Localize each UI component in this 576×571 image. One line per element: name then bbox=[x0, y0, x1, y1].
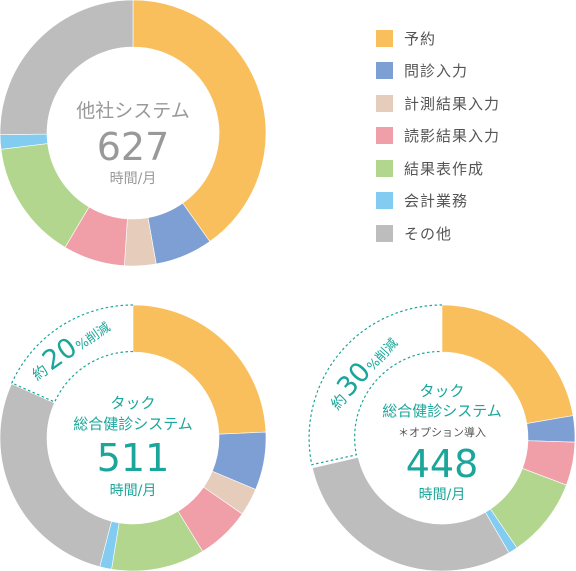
donut-title-line2: 総合健診システム bbox=[382, 402, 502, 420]
legend-label: 計測結果入力 bbox=[404, 94, 501, 113]
donut-title-line1: タック bbox=[419, 382, 464, 400]
donut-title-line2: 総合健診システム bbox=[73, 415, 193, 433]
donut-total: 448 bbox=[406, 442, 479, 486]
legend-item: 読影結果入力 bbox=[376, 126, 500, 146]
legend-label: 結果表作成 bbox=[404, 159, 485, 178]
legend-label: 予約 bbox=[404, 29, 437, 48]
legend-item: 問診入力 bbox=[376, 61, 500, 81]
legend-swatch bbox=[376, 94, 393, 112]
reduction-outline bbox=[11, 304, 134, 403]
legend-swatch bbox=[376, 29, 393, 47]
donut-segment-1 bbox=[132, 304, 267, 435]
legend-swatch bbox=[376, 192, 393, 209]
legend-label: 会計業務 bbox=[404, 192, 469, 210]
donut-segment-1 bbox=[132, 0, 267, 242]
donut-note: ＊オプション導入 bbox=[398, 425, 486, 439]
legend-item: 会計業務 bbox=[376, 191, 500, 211]
donut-segments bbox=[0, 0, 267, 267]
legend-item: 結果表作成 bbox=[376, 158, 500, 178]
donut-title: 他社システム bbox=[76, 100, 189, 122]
legend-label: その他 bbox=[404, 224, 453, 243]
donut-total: 511 bbox=[97, 436, 170, 480]
reduction-outline bbox=[308, 304, 443, 466]
donut-title-line1: タック bbox=[110, 394, 155, 412]
legend-item: その他 bbox=[376, 223, 500, 243]
legend: 予約 問診入力 計測結果入力 読影結果入力 結果表作成 会計業務 その他 bbox=[376, 28, 500, 256]
donut-segment-7 bbox=[0, 383, 112, 568]
legend-item: 計測結果入力 bbox=[376, 93, 500, 113]
legend-swatch bbox=[376, 159, 393, 177]
legend-swatch bbox=[376, 127, 393, 144]
donut-tac-system-option: 約30%削減 タック 総合健診システム ＊オプション導入 448 時間/月 bbox=[308, 304, 576, 571]
legend-item: 予約 bbox=[376, 28, 500, 48]
donut-unit: 時間/月 bbox=[110, 483, 157, 499]
legend-label: 問診入力 bbox=[404, 62, 469, 80]
donut-segments bbox=[312, 304, 576, 571]
donut-unit: 時間/月 bbox=[110, 171, 157, 187]
donut-other-system: 他社システム 627 時間/月 bbox=[0, 0, 267, 267]
legend-swatch bbox=[376, 224, 393, 242]
legend-label: 読影結果入力 bbox=[404, 127, 501, 145]
legend-swatch bbox=[376, 62, 393, 79]
donut-unit: 時間/月 bbox=[419, 487, 466, 503]
donut-total: 627 bbox=[97, 125, 170, 169]
donut-tac-system: 約20%削減 タック 総合健診システム 511 時間/月 bbox=[0, 304, 267, 571]
donut-segments bbox=[0, 304, 267, 571]
donut-segment-7 bbox=[0, 0, 134, 135]
